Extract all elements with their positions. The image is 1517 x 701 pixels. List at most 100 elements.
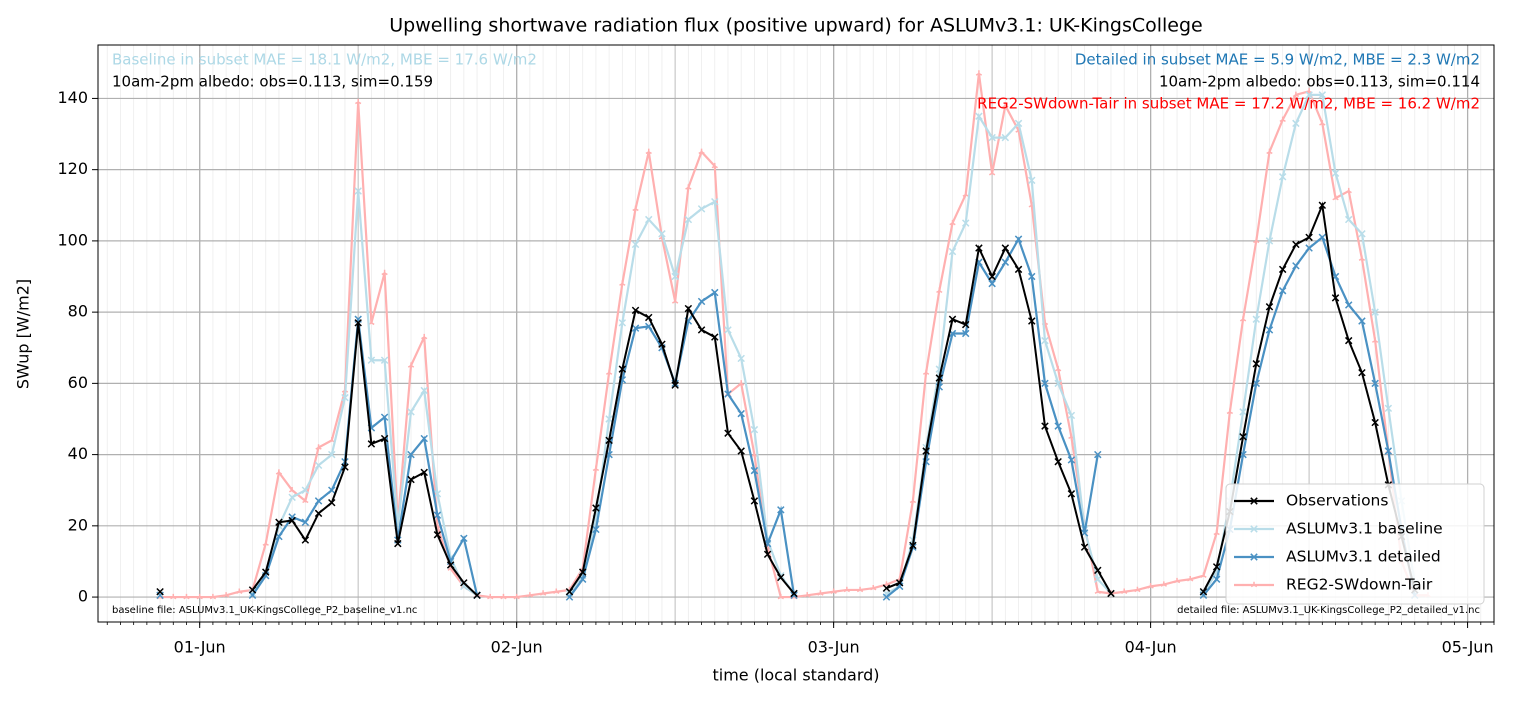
marker <box>961 320 970 329</box>
marker <box>328 450 336 459</box>
marker <box>737 409 745 418</box>
marker <box>288 516 296 525</box>
y-tick-label: 80 <box>68 302 88 321</box>
marker <box>697 297 706 306</box>
legend-label: REG2-SWdown-Tair <box>1286 576 1433 594</box>
marker <box>975 244 983 252</box>
y-tick-label: 60 <box>68 373 88 392</box>
marker <box>394 539 402 548</box>
y-tick-label: 100 <box>57 230 88 249</box>
marker <box>961 219 970 227</box>
marker <box>1265 303 1274 311</box>
marker <box>750 497 759 505</box>
marker <box>1358 317 1366 325</box>
annotation: REG2-SWdown-Tair in subset MAE = 17.2 W/… <box>977 95 1480 113</box>
marker <box>1212 563 1221 571</box>
marker <box>1239 433 1247 441</box>
marker <box>460 579 468 587</box>
marker <box>275 518 283 527</box>
marker <box>790 589 798 598</box>
marker <box>671 298 679 304</box>
marker <box>1252 315 1261 323</box>
marker <box>922 447 930 455</box>
marker <box>1305 91 1313 99</box>
marker <box>275 469 283 475</box>
marker <box>1345 187 1352 194</box>
marker <box>777 593 784 600</box>
marker <box>446 561 455 569</box>
x-axis-label: time (local standard) <box>712 666 879 685</box>
marker <box>988 133 996 142</box>
marker <box>314 461 323 470</box>
marker <box>433 511 442 519</box>
legend-label: ASLUMv3.1 detailed <box>1286 548 1441 566</box>
marker <box>1332 194 1339 201</box>
marker <box>222 592 230 598</box>
marker <box>1371 308 1379 316</box>
y-tick-label: 0 <box>78 587 88 606</box>
marker <box>1107 589 1115 598</box>
marker <box>315 444 322 450</box>
marker <box>1305 244 1313 252</box>
series-line <box>251 322 478 597</box>
marker <box>1094 575 1102 583</box>
marker <box>711 288 719 297</box>
marker <box>1014 119 1023 128</box>
marker <box>618 365 627 373</box>
marker <box>301 518 310 527</box>
x-tick-label: 03-Jun <box>808 638 860 657</box>
annotation: Baseline in subset MAE = 18.1 W/m2, MBE … <box>112 51 537 69</box>
marker <box>631 324 640 332</box>
marker <box>738 380 745 386</box>
marker <box>553 588 560 594</box>
y-axis-label: SWup [W/m2] <box>14 279 33 389</box>
marker <box>1041 422 1049 430</box>
marker <box>922 369 930 375</box>
marker <box>724 326 732 334</box>
marker <box>1028 317 1036 325</box>
marker <box>1344 336 1353 345</box>
marker <box>328 486 336 494</box>
marker <box>724 390 732 398</box>
marker <box>354 319 362 327</box>
marker <box>1278 287 1287 295</box>
marker <box>209 593 217 600</box>
marker <box>1252 379 1261 388</box>
marker <box>777 573 785 582</box>
marker <box>684 215 693 224</box>
marker <box>1344 215 1353 224</box>
annotation: 10am-2pm albedo: obs=0.113, sim=0.159 <box>112 73 433 91</box>
marker <box>909 541 917 550</box>
marker <box>1028 272 1036 281</box>
marker <box>420 386 428 395</box>
marker <box>1055 365 1062 372</box>
marker <box>1371 418 1379 427</box>
marker <box>949 219 956 226</box>
marker <box>671 272 679 281</box>
plot-frame <box>97 44 1495 623</box>
marker <box>697 205 706 213</box>
marker <box>1001 244 1010 252</box>
chart-title: Upwelling shortwave radiation flux (posi… <box>389 15 1203 37</box>
marker <box>632 205 639 212</box>
marker <box>1041 379 1049 388</box>
marker <box>909 497 917 504</box>
marker <box>777 506 785 514</box>
marker <box>685 184 692 190</box>
marker <box>856 586 864 593</box>
marker <box>592 504 600 512</box>
marker <box>1028 176 1036 185</box>
marker <box>895 579 904 587</box>
marker <box>961 329 970 338</box>
marker <box>1094 588 1101 594</box>
marker <box>988 170 996 176</box>
marker <box>262 540 269 546</box>
marker <box>407 450 415 459</box>
marker <box>882 584 891 592</box>
marker <box>1067 490 1076 498</box>
marker <box>1160 581 1167 587</box>
marker <box>1305 233 1313 242</box>
y-tick-label: 20 <box>68 515 88 534</box>
legend-label: ASLUMv3.1 baseline <box>1286 520 1443 538</box>
marker <box>367 356 376 364</box>
